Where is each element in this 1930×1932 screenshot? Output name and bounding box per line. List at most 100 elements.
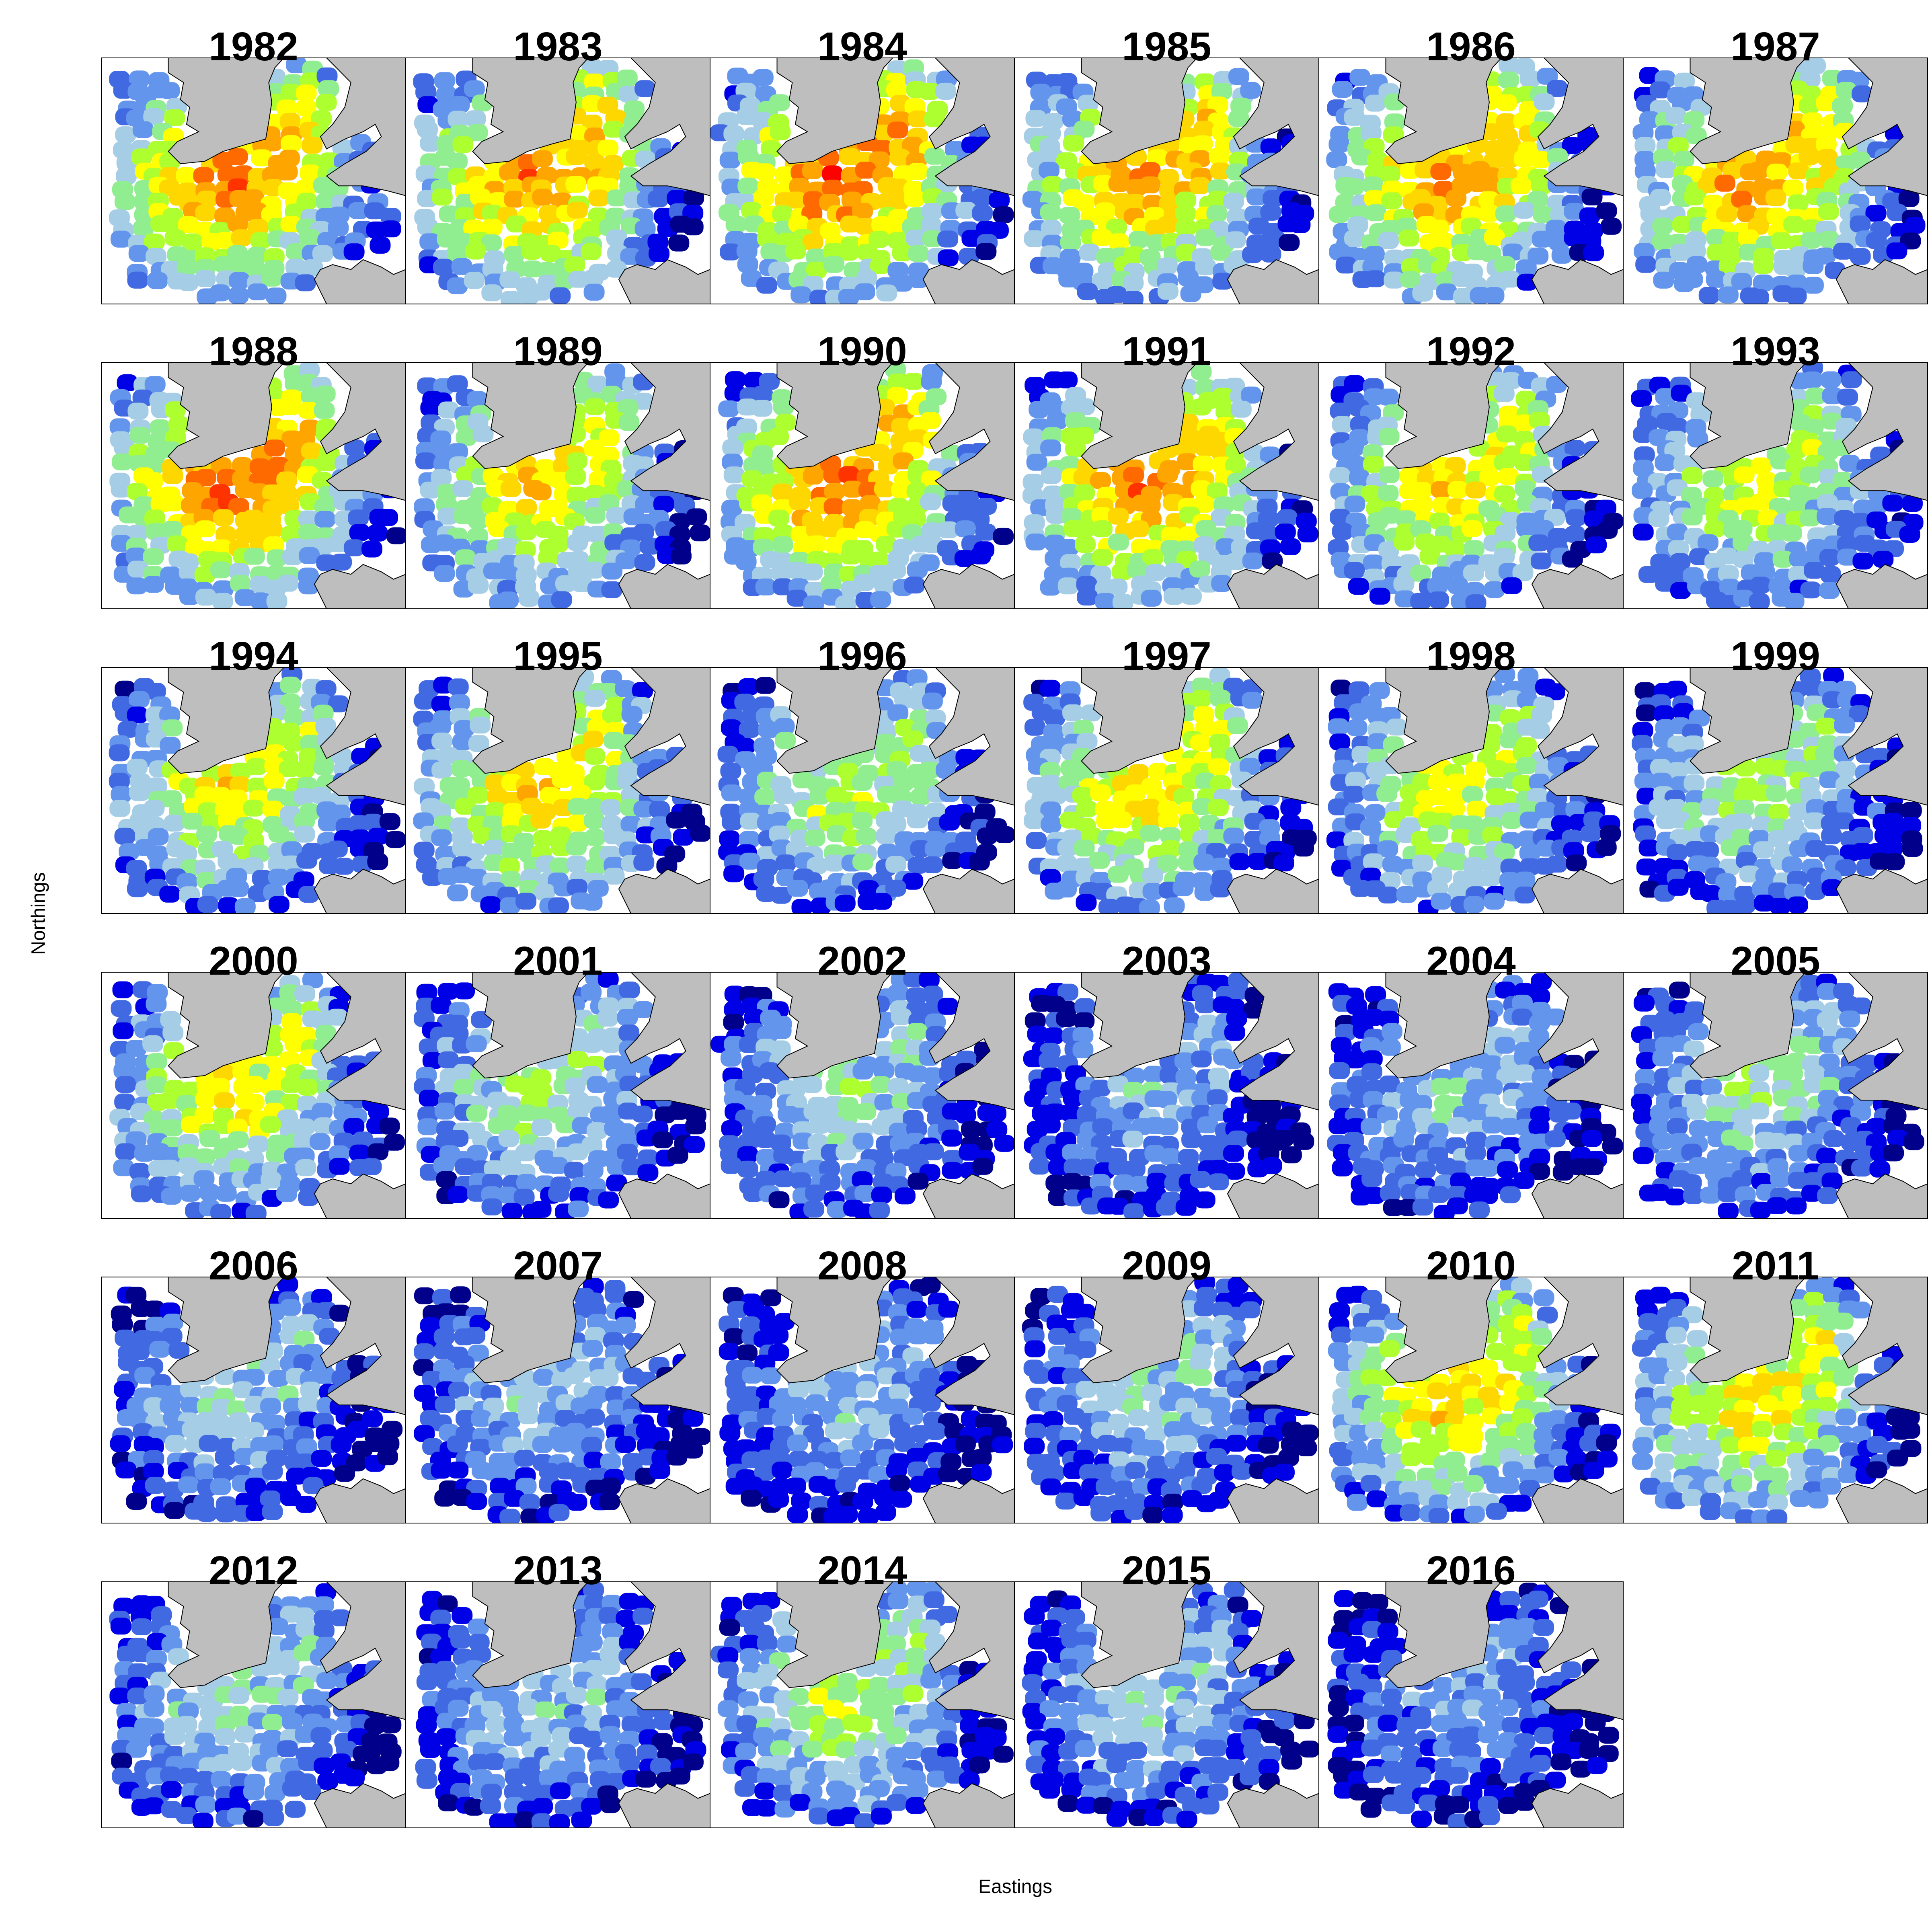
map-cell: [228, 880, 249, 897]
map-cell: [168, 416, 189, 433]
map-cell: [666, 811, 687, 829]
map-cell: [1702, 195, 1724, 212]
map-cell: [989, 191, 1010, 209]
map-cell: [1683, 735, 1704, 753]
map-cell: [618, 1025, 640, 1042]
map-cell: [1163, 588, 1185, 605]
map-cell: [226, 789, 247, 807]
map-cell: [649, 245, 670, 262]
map-cell: [1500, 858, 1521, 876]
map-cell: [1378, 388, 1399, 406]
map-cell: [455, 1158, 476, 1175]
map-cell: [942, 495, 963, 512]
map-cell: [127, 880, 148, 897]
map-cell: [242, 509, 264, 527]
map-cell: [1447, 577, 1468, 594]
map-cell: [720, 243, 741, 261]
map-cell: [1158, 169, 1179, 186]
map-cell: [1902, 840, 1923, 857]
map-cell: [1516, 520, 1538, 537]
map-cell: [907, 561, 928, 579]
map-cell: [922, 203, 943, 220]
map-cell: [1737, 205, 1758, 222]
map-cell: [1140, 811, 1162, 828]
land-south: [1531, 868, 1623, 914]
map-cell: [296, 84, 317, 102]
map-cell: [1178, 854, 1199, 871]
map-cell: [1330, 402, 1351, 420]
map-cell: [451, 258, 472, 275]
map-cell: [885, 856, 907, 873]
map-cell: [129, 1163, 150, 1180]
map-cell: [1732, 813, 1753, 830]
map-cell: [768, 1191, 790, 1209]
map-cell: [482, 497, 503, 514]
map-cell: [434, 565, 455, 582]
map-cell: [430, 718, 451, 735]
map-cell: [1293, 840, 1314, 857]
map-cell: [454, 720, 475, 737]
map-cell: [870, 1076, 891, 1093]
land-south: [922, 868, 1014, 914]
map-cell: [751, 1095, 772, 1112]
map-cell: [1765, 189, 1786, 206]
map-cell: [1884, 853, 1905, 871]
map-cell: [823, 498, 845, 515]
map-cell: [1063, 134, 1084, 152]
map-cell: [298, 1189, 319, 1206]
map-cell: [1721, 839, 1742, 856]
map-cell: [1289, 216, 1311, 233]
map-cell: [736, 242, 758, 260]
map-cell: [754, 163, 775, 181]
map-cell: [127, 758, 148, 776]
map-cell: [368, 1103, 389, 1120]
map-cell: [1240, 82, 1261, 99]
map-cell: [386, 527, 406, 544]
map-cell: [1211, 83, 1232, 100]
map-cell: [1718, 886, 1739, 903]
map-cell: [585, 507, 606, 524]
map-cell: [1365, 94, 1386, 112]
map-cell: [1224, 1024, 1245, 1041]
map-cell: [1108, 233, 1129, 250]
map-panel-1995: 1995: [405, 634, 710, 914]
map-cell: [464, 843, 485, 860]
map-cell: [481, 284, 503, 302]
map-cell: [993, 206, 1014, 224]
map-panel-2000: 2000: [101, 938, 406, 1219]
panel-title: 1994: [209, 634, 298, 679]
map-cell: [584, 690, 606, 707]
map-cell: [1023, 428, 1044, 446]
map-cell: [1108, 534, 1129, 551]
map-cell: [277, 1109, 298, 1127]
map-cell: [127, 402, 149, 420]
map-cell: [1687, 430, 1708, 448]
map-cell: [602, 1104, 624, 1121]
map-cell: [164, 109, 185, 126]
map-cell: [1748, 289, 1769, 304]
map-panel-2003: 2003: [1014, 938, 1319, 1219]
map-panel-2004: 2004: [1318, 938, 1624, 1219]
map-cell: [447, 443, 468, 460]
map-cell: [367, 524, 388, 542]
map-cell: [1634, 243, 1655, 260]
map-cell: [754, 788, 776, 806]
map-cell: [1130, 1176, 1152, 1193]
map-cell: [890, 1039, 912, 1056]
map-cell: [1124, 1068, 1146, 1085]
map-cell: [1498, 151, 1519, 168]
map-cell: [1328, 206, 1350, 223]
map-cell: [1091, 520, 1113, 538]
map-cell: [1581, 188, 1603, 205]
map-cell: [1141, 589, 1162, 607]
map-cell: [209, 1078, 230, 1095]
map-cell: [891, 481, 912, 499]
map-cell: [1802, 371, 1823, 388]
map-cell: [1226, 1010, 1247, 1027]
map-cell: [735, 514, 756, 531]
map-cell: [1665, 107, 1686, 124]
map-cell: [1060, 234, 1081, 251]
map-cell: [1714, 175, 1735, 192]
map-cell: [1636, 858, 1657, 876]
